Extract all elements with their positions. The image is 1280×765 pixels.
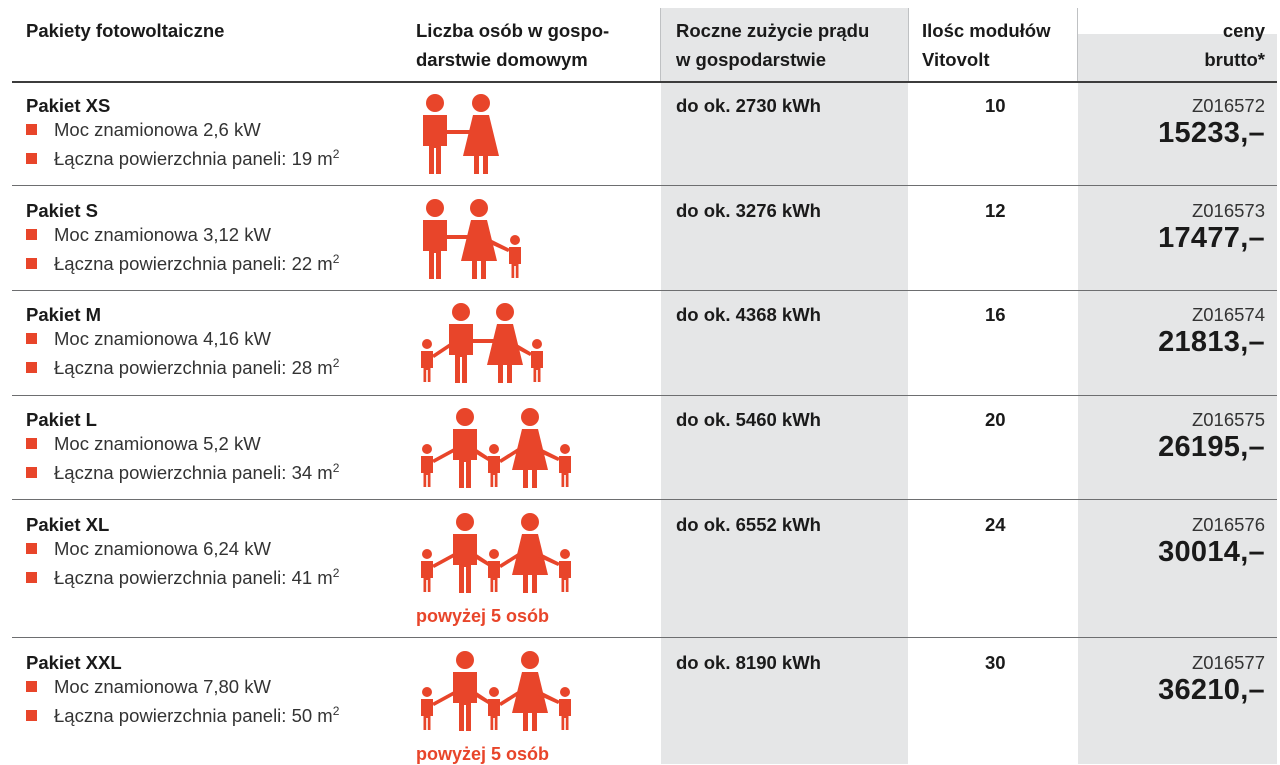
header-separator — [908, 8, 909, 81]
package-name: Pakiet S — [26, 200, 98, 221]
bullet-icon — [26, 362, 37, 374]
family-2-adults-3-children-icon — [414, 649, 584, 731]
package-name: Pakiet XS — [26, 95, 111, 116]
header-separator — [1077, 8, 1078, 81]
power-spec: Moc znamionowa 7,80 kW — [26, 676, 271, 698]
header-modules: Ilośc modułów Vitovolt — [922, 20, 1051, 70]
area-spec: Łączna powierzchnia paneli: 41 m2 — [26, 566, 339, 589]
people-note: powyżej 5 osób — [416, 744, 550, 764]
package-name: Pakiet XL — [26, 514, 110, 535]
bullet-icon — [26, 258, 37, 270]
modules-count: 16 — [985, 304, 1006, 325]
modules-count: 30 — [985, 652, 1006, 673]
bullet-icon — [26, 467, 37, 479]
bullet-icon — [26, 710, 37, 722]
bullet-icon — [26, 333, 37, 344]
price-value: 26195,– — [1158, 431, 1265, 463]
family-2-adults-3-children-icon — [414, 511, 584, 593]
family-2-adults-1-child-icon — [414, 197, 584, 279]
modules-count: 24 — [985, 514, 1006, 535]
header-consumption: Roczne zużycie prądu w gospodarstwie — [676, 20, 870, 70]
consumption-column-bg — [661, 8, 908, 764]
table-row: Pakiet XL Moc znamionowa 6,24 kW Łączna … — [0, 502, 1280, 637]
header-package: Pakiety fotowoltaiczne — [26, 20, 225, 41]
header-divider — [12, 81, 1277, 83]
price-column-bg — [1078, 34, 1277, 764]
area-spec: Łączna powierzchnia paneli: 34 m2 — [26, 461, 339, 484]
bullet-icon — [26, 572, 37, 584]
bullet-icon — [26, 681, 37, 692]
product-code: Z016573 — [1191, 200, 1265, 221]
area-spec: Łączna powierzchnia paneli: 50 m2 — [26, 704, 339, 727]
bullet-icon — [26, 438, 37, 449]
price-value: 21813,– — [1158, 326, 1265, 358]
row-divider — [12, 185, 1277, 186]
people-note: powyżej 5 osób — [416, 606, 550, 626]
family-2-adults-3-children-icon — [414, 406, 584, 488]
table-row: Pakiet S Moc znamionowa 3,12 kW Łączna p… — [0, 188, 1280, 290]
area-spec: Łączna powierzchnia paneli: 19 m2 — [26, 147, 339, 170]
product-code: Z016577 — [1191, 652, 1265, 673]
product-code: Z016572 — [1191, 95, 1265, 116]
area-spec: Łączna powierzchnia paneli: 28 m2 — [26, 356, 339, 379]
header-price: ceny brutto* — [1204, 20, 1265, 70]
header-people: Liczba osób w gospo-darstwie domowym — [416, 20, 610, 70]
package-name: Pakiet XXL — [26, 652, 122, 673]
row-divider — [12, 395, 1277, 396]
consumption-value: do ok. 6552 kWh — [676, 514, 821, 535]
product-code: Z016576 — [1191, 514, 1265, 535]
bullet-icon — [26, 153, 37, 165]
price-value: 36210,– — [1158, 674, 1265, 706]
product-code: Z016574 — [1191, 304, 1265, 325]
power-spec: Moc znamionowa 2,6 kW — [26, 119, 261, 141]
consumption-value: do ok. 4368 kWh — [676, 304, 821, 325]
package-name: Pakiet L — [26, 409, 97, 430]
price-value: 15233,– — [1158, 117, 1265, 149]
table-row: Pakiet XS Moc znamionowa 2,6 kW Łączna p… — [0, 83, 1280, 185]
product-code: Z016575 — [1191, 409, 1265, 430]
consumption-value: do ok. 8190 kWh — [676, 652, 821, 673]
power-spec: Moc znamionowa 4,16 kW — [26, 328, 271, 350]
modules-count: 20 — [985, 409, 1006, 430]
consumption-value: do ok. 3276 kWh — [676, 200, 821, 221]
table-row: Pakiet XXL Moc znamionowa 7,80 kW Łączna… — [0, 640, 1280, 764]
table-row: Pakiet L Moc znamionowa 5,2 kW Łączna po… — [0, 397, 1280, 499]
bullet-icon — [26, 229, 37, 240]
header-separator — [660, 8, 661, 81]
table-row: Pakiet M Moc znamionowa 4,16 kW Łączna p… — [0, 292, 1280, 394]
consumption-value: do ok. 2730 kWh — [676, 95, 821, 116]
family-2-adults-icon — [414, 92, 584, 174]
consumption-value: do ok. 5460 kWh — [676, 409, 821, 430]
modules-count: 12 — [985, 200, 1006, 221]
row-divider — [12, 637, 1277, 638]
price-value: 30014,– — [1158, 536, 1265, 568]
row-divider — [12, 499, 1277, 500]
power-spec: Moc znamionowa 3,12 kW — [26, 224, 271, 246]
package-name: Pakiet M — [26, 304, 102, 325]
power-spec: Moc znamionowa 5,2 kW — [26, 433, 261, 455]
price-value: 17477,– — [1158, 222, 1265, 254]
family-2-adults-2-children-icon — [414, 301, 584, 383]
row-divider — [12, 290, 1277, 291]
bullet-icon — [26, 124, 37, 135]
power-spec: Moc znamionowa 6,24 kW — [26, 538, 271, 560]
area-spec: Łączna powierzchnia paneli: 22 m2 — [26, 252, 339, 275]
modules-count: 10 — [985, 95, 1006, 116]
bullet-icon — [26, 543, 37, 554]
